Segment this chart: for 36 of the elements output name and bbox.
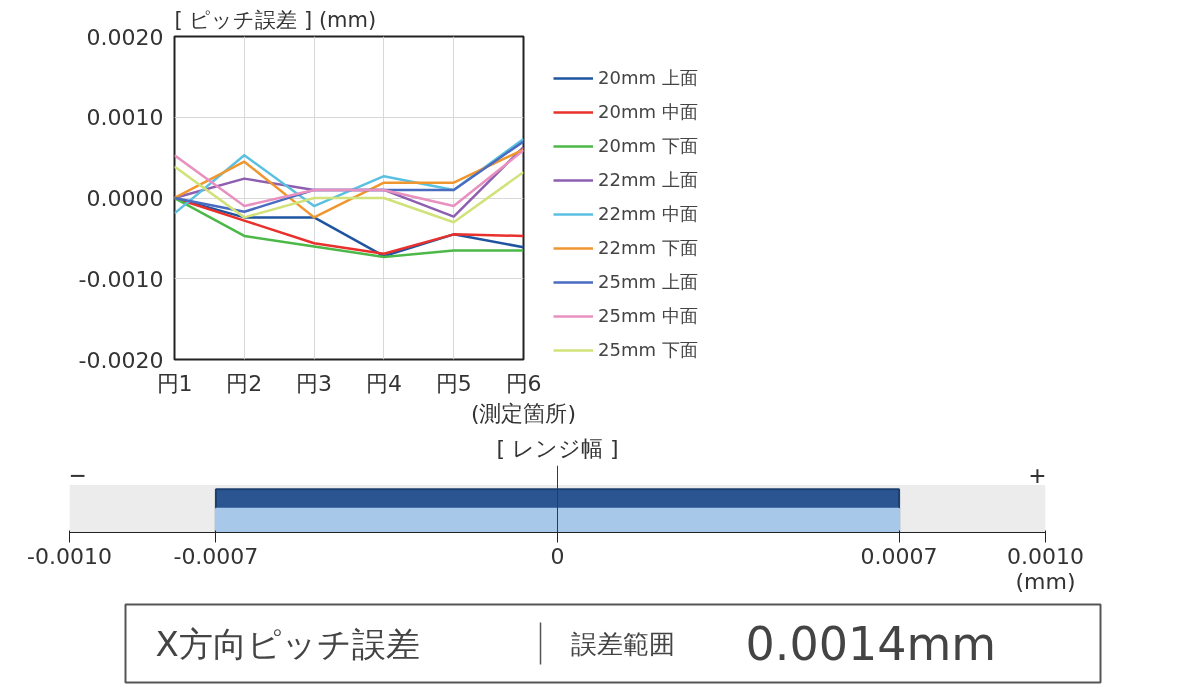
x-tick-label: 0.0007 — [860, 543, 938, 569]
y-tick-label: -0.0010 — [78, 266, 164, 292]
text: 誤差範囲 — [570, 628, 675, 659]
line-series — [174, 149, 524, 208]
x-tick-label: 円5 — [435, 370, 472, 396]
y-tick-label: 0.0020 — [86, 24, 164, 50]
legend-label: 20mm 中面 — [598, 100, 698, 124]
legend-label: 25mm 上面 — [598, 270, 698, 294]
annotation: − — [69, 459, 86, 491]
y-tick-label: 0.0000 — [86, 186, 164, 211]
x-tick-label: 円3 — [296, 370, 333, 396]
y-tick-label: 0.0010 — [86, 105, 164, 131]
x-tick-label: 円1 — [156, 370, 193, 396]
chart-title: [ レンジ幅 ] — [496, 435, 619, 461]
legend-label: 22mm 下面 — [598, 236, 698, 260]
line-series — [174, 165, 524, 224]
legend-label: 22mm 上面 — [598, 168, 698, 192]
x-axis-title: (mm) — [1015, 568, 1076, 594]
legend-label: 22mm 中面 — [598, 202, 698, 226]
x-tick-label: -0.0007 — [173, 543, 259, 569]
x-tick-label: -0.0010 — [27, 543, 112, 569]
text: 0.0014mm — [745, 616, 997, 671]
text: X方向ピッチ誤差 — [155, 623, 420, 664]
legend-label: 25mm 中面 — [598, 304, 698, 328]
legend-label: 20mm 下面 — [598, 134, 698, 158]
annotation: + — [1029, 459, 1046, 491]
legend-label: 20mm 上面 — [598, 66, 698, 90]
x-tick-label: 円6 — [505, 370, 542, 396]
y-axis-title: [ ピッチ誤差 ] (mm) — [174, 7, 377, 32]
x-tick-label: 0.0010 — [1007, 543, 1084, 569]
x-tick-label: 円4 — [365, 370, 402, 396]
x-tick-label: 0 — [550, 543, 565, 569]
legend-label: 25mm 下面 — [598, 338, 698, 362]
y-tick-label: -0.0020 — [78, 347, 164, 373]
x-tick-label: 円2 — [226, 370, 263, 396]
x-axis-title: (測定箇所) — [470, 400, 577, 426]
